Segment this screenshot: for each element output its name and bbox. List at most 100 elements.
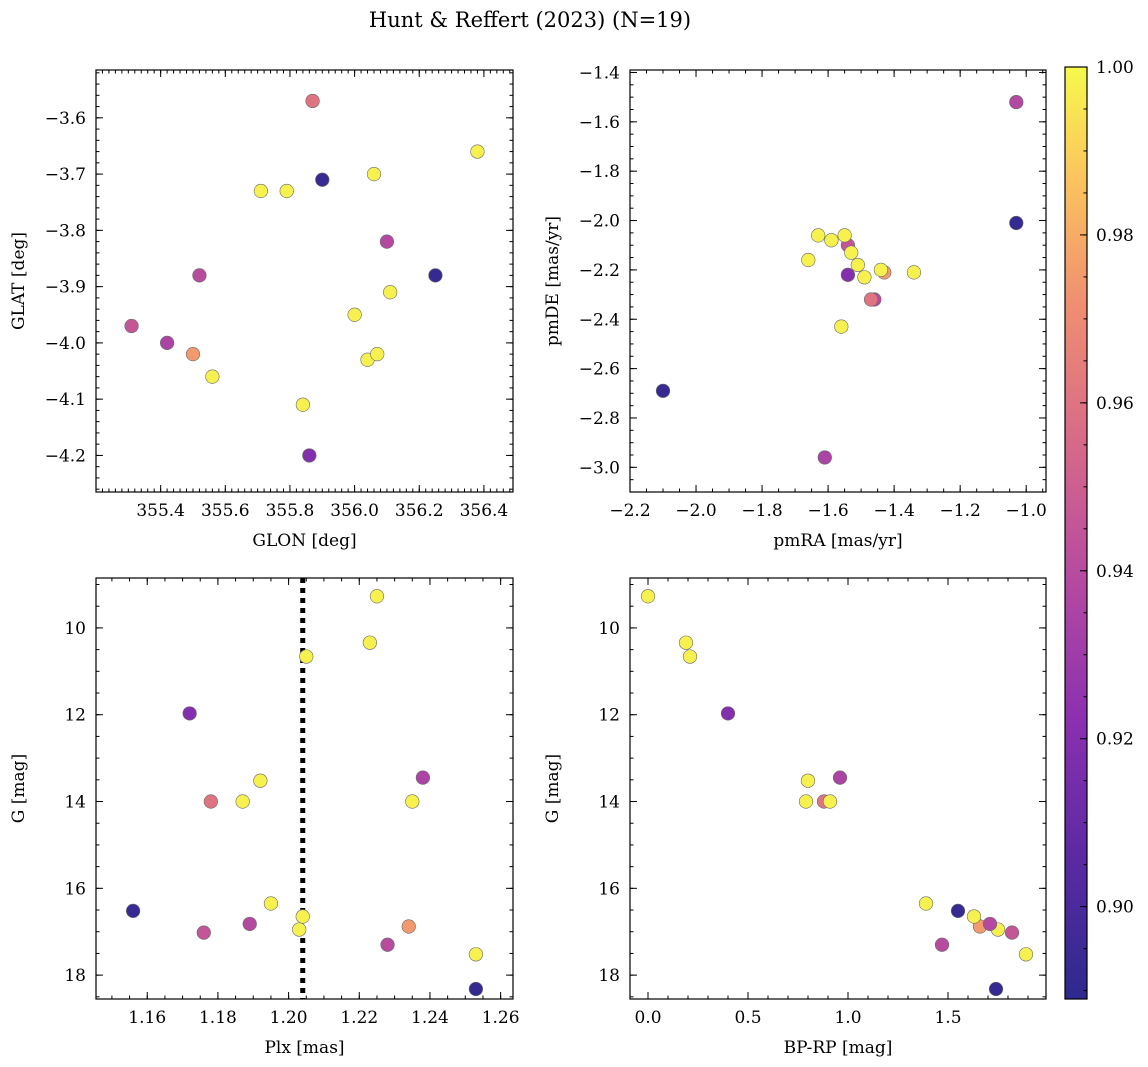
- y-tick-label: 10: [598, 619, 620, 639]
- data-point: [966, 909, 982, 924]
- panel-glon-glat-minor-ticks: [95, 70, 513, 492]
- x-axis-label: BP-RP [mag]: [784, 1038, 893, 1058]
- data-point: [1004, 925, 1020, 940]
- y-tick-label: −4.0: [45, 334, 86, 354]
- data-point: [468, 947, 483, 962]
- data-point: [405, 794, 420, 809]
- data-point: [235, 794, 250, 809]
- colorbar-tick-label: 0.96: [1096, 394, 1134, 414]
- x-tick-label: −1.4: [873, 501, 914, 521]
- data-point: [315, 172, 330, 187]
- colorbar-gradient: [1064, 66, 1088, 1000]
- x-tick-label: 1.16: [128, 1008, 166, 1028]
- y-axis-label: GLAT [deg]: [9, 232, 29, 330]
- data-point: [1009, 94, 1024, 110]
- data-point: [295, 397, 310, 412]
- data-point: [678, 635, 694, 650]
- data-point: [873, 262, 889, 277]
- data-point: [295, 909, 310, 924]
- data-point: [1018, 947, 1034, 962]
- data-point: [253, 773, 268, 788]
- data-point: [982, 916, 998, 932]
- data-point: [347, 307, 362, 322]
- y-tick-label: 16: [64, 879, 86, 899]
- y-axis-label: pmDE [mas/yr]: [543, 216, 563, 346]
- x-tick-label: −1.0: [1006, 501, 1047, 521]
- y-tick-label: 18: [64, 966, 86, 986]
- y-tick-label: 16: [598, 879, 620, 899]
- y-tick-label: −2.8: [579, 409, 620, 429]
- data-point: [844, 245, 859, 260]
- data-point: [640, 589, 656, 604]
- x-tick-label: 1.26: [482, 1008, 520, 1028]
- data-point: [126, 903, 141, 918]
- y-tick-label: −2.0: [579, 212, 620, 232]
- data-point: [305, 93, 320, 109]
- colorbar-tick-label: 1.00: [1096, 58, 1134, 78]
- data-point: [196, 925, 211, 940]
- y-tick-label: 18: [598, 966, 620, 986]
- data-point: [798, 794, 814, 809]
- panel-pmra-pmde-frame: [629, 69, 1047, 493]
- x-tick-label: 1.20: [270, 1008, 308, 1028]
- figure-title: Hunt & Reffert (2023) (N=19): [369, 8, 691, 32]
- data-point: [299, 649, 314, 664]
- data-point: [401, 919, 416, 934]
- y-tick-label: 14: [598, 793, 620, 813]
- x-tick-label: 1.0: [834, 1008, 861, 1028]
- panel-pmra-pmde-minor-ticks: [629, 70, 1046, 493]
- panels: 355.4 355.6 355.8 356.0 356.2 356.4 −4.2 −4.1 −4…: [9, 63, 1047, 1058]
- data-point: [950, 903, 966, 918]
- x-axis-label: pmRA [mas/yr]: [773, 531, 902, 551]
- data-point: [840, 267, 856, 282]
- x-tick-label: 0.5: [734, 1008, 761, 1028]
- data-point: [279, 183, 294, 199]
- data-point: [124, 318, 139, 334]
- y-axis-label: G [mag]: [9, 754, 29, 823]
- y-tick-label: −3.8: [45, 221, 86, 241]
- panel-glon-glat: 355.4 355.6 355.8 356.0 356.2 356.4 −4.2 −4.1 −4…: [9, 69, 514, 551]
- data-point: [428, 268, 443, 283]
- data-point: [292, 922, 307, 937]
- data-point: [362, 635, 377, 650]
- x-tick-label: −2.0: [675, 501, 716, 521]
- data-point: [182, 706, 197, 721]
- x-tick-label: 0.0: [634, 1008, 661, 1028]
- data-point: [192, 268, 207, 283]
- data-point: [415, 770, 430, 785]
- data-point: [379, 234, 395, 249]
- colorbar-tick-label: 0.92: [1096, 730, 1134, 750]
- x-tick-label: −1.8: [741, 501, 782, 521]
- data-point: [817, 450, 832, 465]
- data-point: [988, 981, 1004, 997]
- data-point: [655, 383, 671, 398]
- x-tick-label: 355.6: [201, 501, 250, 521]
- data-point: [682, 649, 698, 664]
- panel-pmra-pmde: −2.2 −2.0 −1.8 −1.6 −1.4 −1.2 −1.0 −3.0 −2.8 −2.6…: [543, 63, 1047, 551]
- data-point: [263, 896, 279, 911]
- data-point: [934, 937, 950, 952]
- x-tick-label: 1.18: [199, 1008, 237, 1028]
- data-point: [850, 257, 865, 273]
- data-point: [383, 285, 398, 300]
- data-point: [302, 448, 317, 463]
- data-point: [203, 794, 218, 809]
- y-tick-label: −2.4: [579, 310, 620, 330]
- data-point: [205, 369, 220, 384]
- x-tick-label: 356.2: [395, 501, 444, 521]
- data-point: [801, 252, 816, 268]
- colorbar-tick-label: 0.94: [1096, 562, 1134, 582]
- y-tick-label: −3.7: [45, 165, 86, 185]
- data-point: [370, 347, 385, 362]
- x-axis-label: GLON [deg]: [252, 531, 356, 551]
- colorbar: 0.90 0.92 0.94 0.96 0.98 1.00: [1064, 58, 1134, 1000]
- x-tick-label: 355.4: [136, 501, 185, 521]
- data-point: [369, 589, 385, 604]
- panel-glon-glat-frame: [95, 69, 514, 493]
- x-tick-label: 1.5: [934, 1008, 961, 1028]
- x-tick-label: −1.2: [940, 501, 981, 521]
- data-point: [906, 265, 922, 280]
- y-tick-label: −4.1: [45, 390, 86, 410]
- data-point: [253, 183, 268, 199]
